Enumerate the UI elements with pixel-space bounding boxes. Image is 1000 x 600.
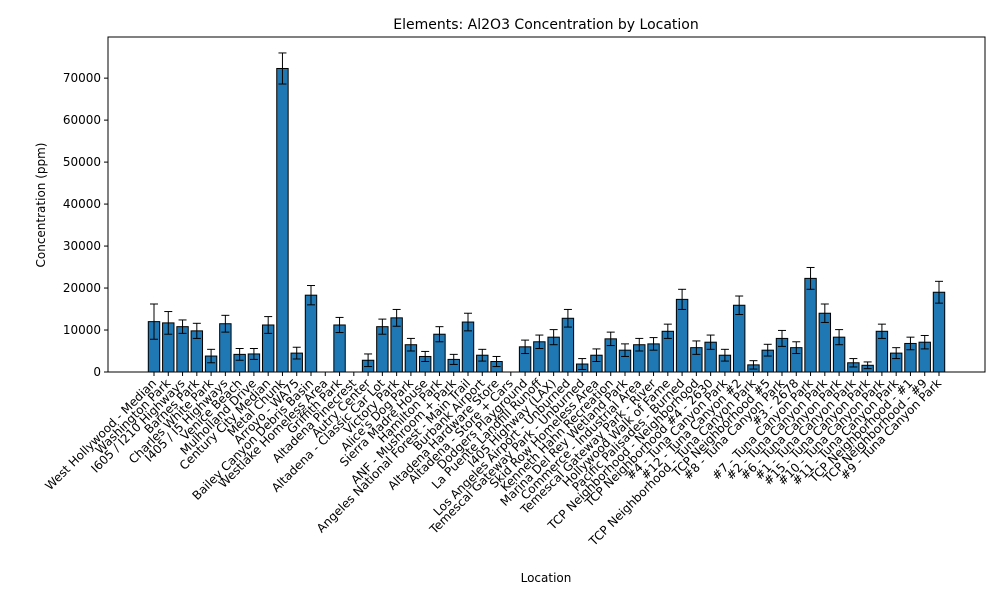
error-bar [920, 334, 929, 350]
error-bar [563, 308, 572, 328]
error-bar [849, 358, 858, 368]
error-bar [264, 316, 273, 334]
error-bar [720, 348, 729, 362]
bar [932, 291, 946, 373]
error-bar [307, 285, 315, 306]
error-bar [578, 358, 587, 370]
y-axis-label: Concentration (ppm) [34, 143, 48, 268]
error-bar [449, 353, 458, 365]
error-bar [778, 329, 786, 347]
error-bar [749, 360, 758, 370]
error-bar [678, 288, 687, 310]
error-bar [435, 326, 444, 343]
error-bar [806, 266, 815, 290]
y-tick-label: 40000 [63, 197, 101, 211]
error-bar [792, 341, 801, 355]
error-bar [763, 343, 772, 357]
error-bar [877, 323, 886, 339]
bar [276, 67, 289, 373]
error-bar [378, 318, 387, 335]
error-bar [235, 347, 244, 361]
y-tick-label: 30000 [63, 239, 101, 253]
error-bar [892, 347, 901, 360]
error-bar [278, 52, 287, 85]
x-axis-label: Location [521, 571, 572, 585]
error-bar [535, 334, 544, 349]
bar [732, 304, 746, 373]
error-bar [406, 337, 415, 352]
error-bar [292, 346, 301, 360]
chart-title: Elements: Al2O3 Concentration by Locatio… [393, 17, 699, 33]
error-bar [150, 303, 158, 340]
error-bar [207, 348, 216, 364]
y-tick-label: 60000 [63, 113, 101, 127]
y-tick-label: 50000 [63, 155, 101, 169]
error-bar [492, 355, 501, 368]
y-tick-label: 70000 [63, 71, 101, 85]
y-tick-label: 10000 [63, 323, 101, 337]
error-bar [606, 331, 615, 347]
error-bar [164, 311, 173, 335]
error-bar [692, 340, 701, 355]
error-bar [621, 343, 629, 357]
error-bar [635, 337, 644, 352]
bar [304, 294, 318, 373]
error-bar [663, 323, 672, 339]
error-bar [906, 336, 915, 351]
error-bar [521, 339, 530, 355]
y-tick-label: 0 [93, 365, 101, 379]
error-bar [820, 303, 829, 323]
bar [675, 298, 689, 373]
error-bar [706, 334, 715, 350]
plot-frame [107, 36, 986, 373]
error-bar [364, 353, 373, 368]
error-bar [392, 308, 401, 327]
y-tick-label: 20000 [63, 281, 101, 295]
error-bar [421, 350, 430, 363]
error-bar [735, 295, 744, 315]
error-bar [592, 348, 601, 363]
error-bar [192, 322, 201, 339]
error-bar [335, 316, 344, 334]
error-bar [178, 319, 187, 334]
error-bar [464, 312, 472, 332]
error-bar [863, 361, 872, 370]
bar [804, 277, 817, 373]
error-bar [649, 337, 658, 351]
error-bar [249, 347, 258, 360]
error-bar [549, 329, 558, 346]
error-bar [478, 348, 487, 362]
error-bar [835, 329, 844, 346]
error-bar [935, 280, 943, 304]
error-bar [221, 314, 230, 333]
